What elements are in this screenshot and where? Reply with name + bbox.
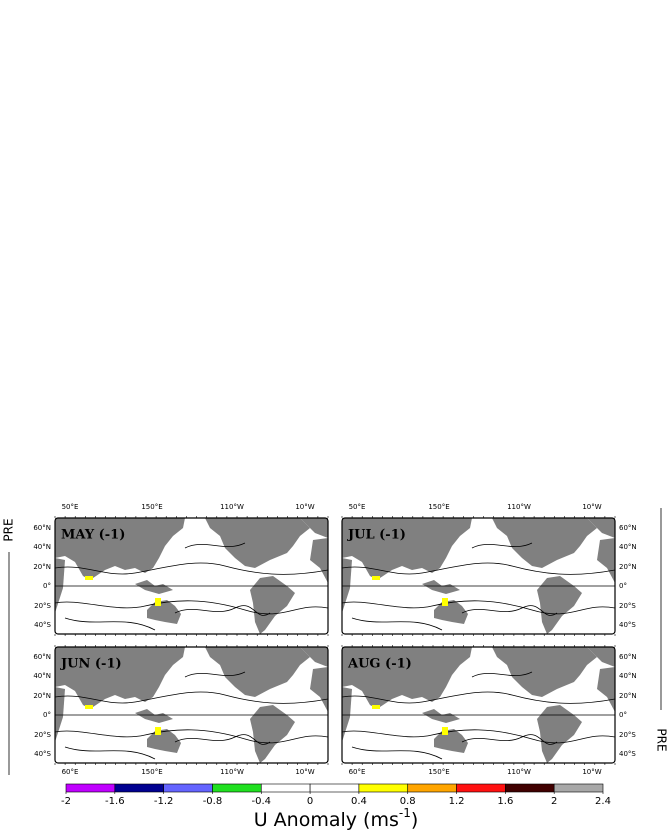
lat-label: 20°S [619,731,636,739]
map-panel [55,518,328,634]
panel-title: MAY (-1) [61,528,125,543]
colorbar-tick-label: -0.4 [252,796,272,807]
colorbar-tick-label: -1.2 [154,796,174,807]
lat-label: 60°N [619,524,637,532]
lon-label: 150°E [141,768,162,776]
lat-label: 0° [619,711,627,719]
colorbar-tick-label: -1.6 [105,796,125,807]
colorbar-segment [456,783,506,793]
lon-label: 150°E [428,768,449,776]
colorbar-segment [114,783,164,793]
colorbar-segment [358,783,409,793]
lon-label: 60°E [62,768,79,776]
panel-title: JUL (-1) [347,528,406,543]
lon-label: 10°W [582,768,601,776]
anomaly-patch [85,705,93,709]
colorbar-segment [163,783,213,793]
lat-label: 0° [43,711,51,719]
lon-label: 150°E [428,503,449,511]
panel-title: AUG (-1) [347,657,412,672]
lat-label: 40°S [34,750,51,758]
lon-label: 110°W [507,503,531,511]
anomaly-patch [85,576,93,580]
colorbar-tick-label: 0.8 [400,796,416,807]
colorbar-segment [553,783,604,793]
colorbar-segment [407,783,457,793]
lat-label: 0° [619,582,627,590]
lon-label: 110°W [220,503,244,511]
lat-label: 20°S [34,731,51,739]
lat-label: 40°N [619,543,637,551]
lat-label: 60°N [33,653,51,661]
panel-frame [54,517,329,635]
lat-label: 60°N [619,653,637,661]
lat-label: 20°N [619,563,637,571]
lon-label: 10°W [295,503,314,511]
colorbar-tick-label: 2 [551,796,557,807]
anomaly-patch [372,705,380,709]
colorbar-tick-label: -0.8 [203,796,223,807]
colorbar-tick-label: 0 [307,796,313,807]
side-label: PRE [655,728,669,751]
colorbar-tick-label: 1.2 [449,796,465,807]
lon-label: 50°E [349,503,366,511]
lat-label: 40°N [619,672,637,680]
lon-label: 150°E [141,503,162,511]
lat-label: 20°N [33,563,51,571]
map-panel [55,647,328,763]
lat-label: 0° [43,582,51,590]
lat-label: 20°N [619,692,637,700]
lat-label: 40°N [33,543,51,551]
lat-label: 40°S [34,621,51,629]
lat-label: 20°N [33,692,51,700]
panel-frame [54,646,329,764]
colorbar-segment [260,783,311,793]
lat-label: 20°S [34,602,51,610]
colorbar-tick-label: 2.4 [595,796,611,807]
colorbar-tick-label: -2 [61,796,71,807]
lat-label: 20°S [619,602,636,610]
colorbar-segment [309,783,360,793]
lon-label: 110°W [507,768,531,776]
lat-label: 40°S [619,750,636,758]
anomaly-patch [442,598,448,606]
lon-label: 110°W [220,768,244,776]
lon-label: 60°E [349,768,366,776]
colorbar-tick-label: 0.4 [351,796,367,807]
colorbar-label: U Anomaly (ms-1) [254,806,419,831]
anomaly-patch [155,727,161,735]
lon-label: 50°E [62,503,79,511]
anomaly-patch [155,598,161,606]
anomaly-patch [442,727,448,735]
colorbar-segment [212,783,262,793]
anomaly-patch [372,576,380,580]
lat-label: 60°N [33,524,51,532]
label-close: ) [411,809,418,831]
colorbar-segment [505,783,555,793]
panel-title: JUN (-1) [60,657,122,672]
side-label: PRE [2,518,16,541]
lat-label: 40°S [619,621,636,629]
lon-label: 10°W [295,768,314,776]
label-text: U Anomaly (ms [254,809,399,831]
map-panel [342,647,615,763]
panel-frame [341,646,616,764]
colorbar-tick-label: 1.6 [497,796,513,807]
lat-label: 40°N [33,672,51,680]
panel-frame [341,517,616,635]
map-panel [342,518,615,634]
lon-label: 10°W [582,503,601,511]
label-exponent: -1 [399,806,411,820]
colorbar-segment [65,783,116,793]
